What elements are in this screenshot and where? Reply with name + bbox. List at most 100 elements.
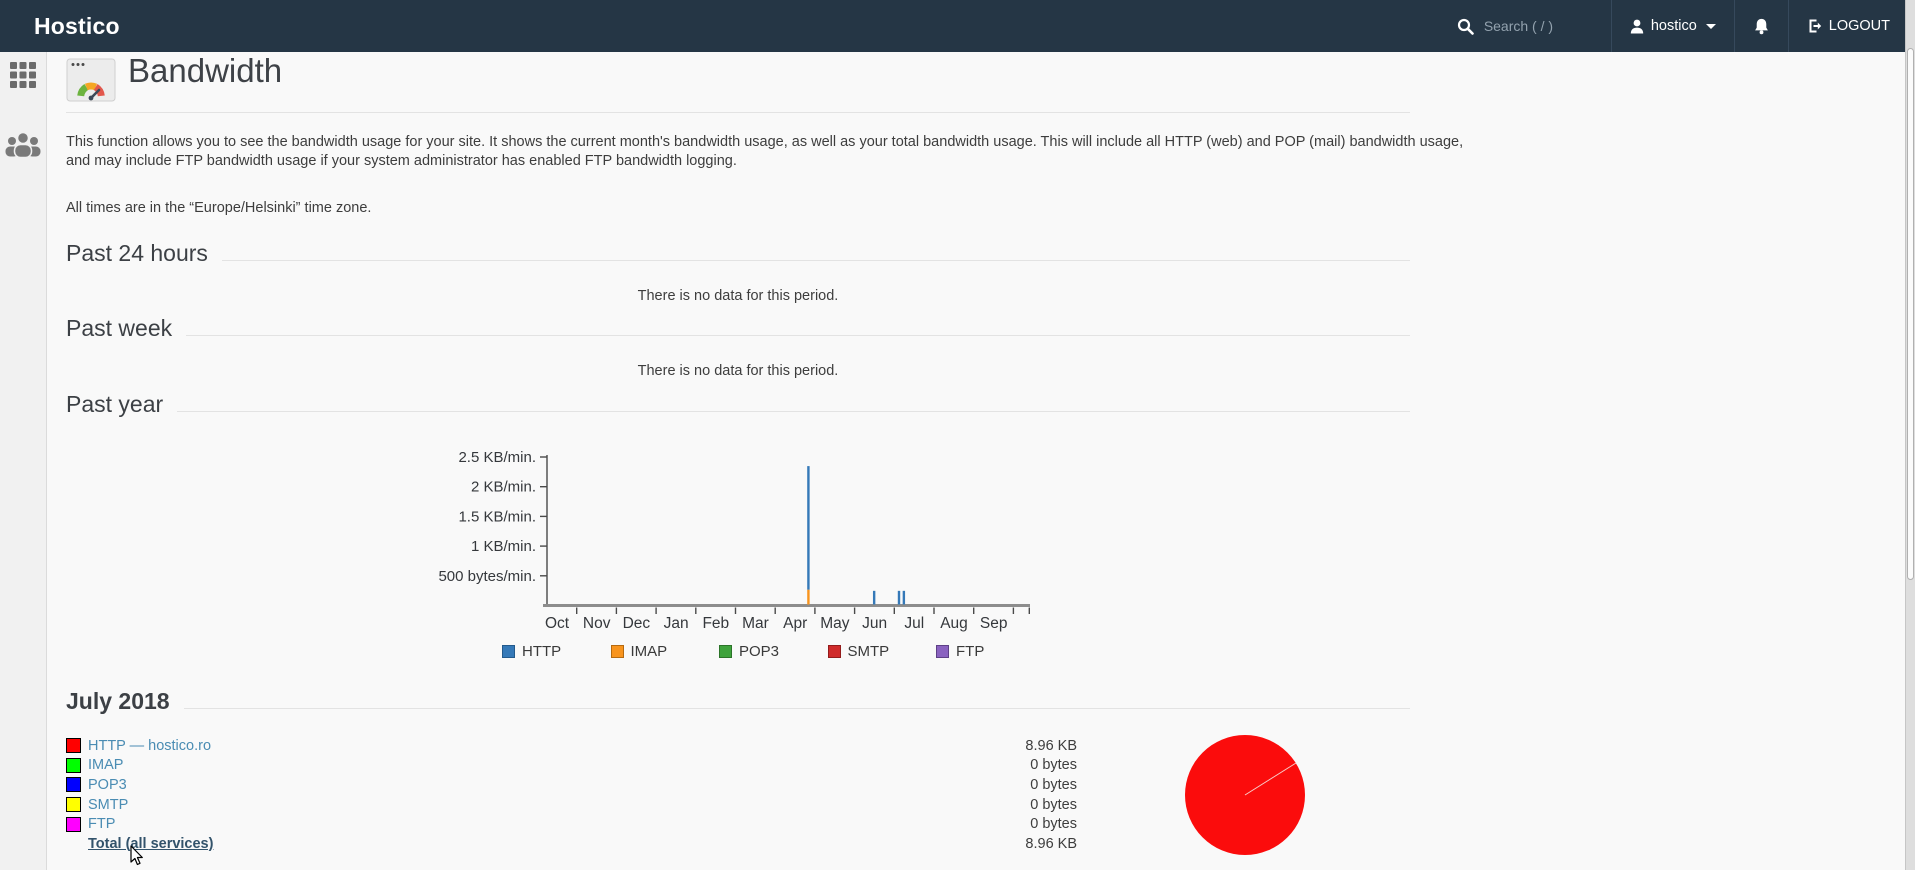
legend-label: FTP xyxy=(956,643,985,660)
chart-legend: HTTP IMAP POP3 SMTP FTP xyxy=(66,643,1045,660)
heading-rule xyxy=(177,411,1410,412)
service-link-smtp[interactable]: SMTP xyxy=(88,796,129,813)
svg-text:Jul: Jul xyxy=(904,615,924,632)
heading-rule xyxy=(183,708,1410,709)
service-value: 8.96 KB xyxy=(1025,737,1077,754)
legend-swatch-smtp xyxy=(827,645,841,658)
legend-item-smtp: SMTP xyxy=(827,643,937,660)
svg-text:2 KB/min.: 2 KB/min. xyxy=(471,479,536,496)
legend-swatch-imap xyxy=(610,645,624,658)
search-icon xyxy=(1457,18,1474,35)
service-swatch-ftp xyxy=(66,816,81,832)
bell-icon xyxy=(1754,18,1768,34)
section-heading-text: July 2018 xyxy=(66,688,170,714)
table-row-imap: IMAP 0 bytes xyxy=(66,756,1077,776)
sidebar-item-user-group[interactable] xyxy=(0,122,46,168)
apps-grid-icon xyxy=(10,62,36,88)
year-chart-svg: 2.5 KB/min. 2 KB/min. 1.5 KB/min. 1 KB/min.… xyxy=(438,449,1030,632)
legend-label: POP3 xyxy=(739,643,780,660)
service-swatch-http xyxy=(66,738,81,754)
section-heading-past-week: Past week xyxy=(66,315,1410,342)
legend-label: SMTP xyxy=(847,643,890,660)
svg-text:Jan: Jan xyxy=(664,615,689,632)
section-heading-text: Past 24 hours xyxy=(66,240,208,266)
heading-rule xyxy=(221,260,1410,261)
sidebar xyxy=(0,52,47,870)
svg-text:Mar: Mar xyxy=(742,615,769,632)
section-heading-text: Past year xyxy=(66,391,164,417)
empty-message-past-24-hours: There is no data for this period. xyxy=(637,288,839,304)
logout-label: LOGOUT xyxy=(1828,18,1890,34)
legend-item-ftp: FTP xyxy=(936,643,1045,660)
legend-item-http: HTTP xyxy=(502,643,611,660)
timezone-note: All times are in the “Europe/Helsinki” t… xyxy=(66,200,372,216)
heading-rule xyxy=(186,335,1410,336)
logout-icon xyxy=(1809,19,1821,33)
svg-text:Sep: Sep xyxy=(980,615,1008,632)
title-divider xyxy=(66,112,1410,113)
legend-label: IMAP xyxy=(630,643,668,660)
service-value: 0 bytes xyxy=(1030,776,1077,793)
past-year-bandwidth-chart: 2.5 KB/min. 2 KB/min. 1.5 KB/min. 1 KB/min.… xyxy=(66,440,1166,640)
bandwidth-feature-icon xyxy=(66,58,116,102)
service-swatch-smtp xyxy=(66,797,81,813)
topbar-right: Search ( / ) hostico LOGOUT xyxy=(1439,0,1908,52)
legend-swatch-ftp xyxy=(936,645,949,658)
sidebar-item-apps-grid[interactable] xyxy=(0,52,46,98)
service-swatch-pop3 xyxy=(66,777,81,793)
service-link-pop3[interactable]: POP3 xyxy=(88,776,127,793)
service-link-ftp[interactable]: FTP xyxy=(88,816,116,833)
table-row-ftp: FTP 0 bytes xyxy=(66,814,1077,834)
page-title: Bandwidth xyxy=(128,52,283,89)
service-link-http[interactable]: HTTP — hostico.ro xyxy=(88,737,212,754)
page-description: This function allows you to see the band… xyxy=(66,134,1464,169)
svg-text:500 bytes/min.: 500 bytes/min. xyxy=(438,568,536,585)
search-input[interactable]: Search ( / ) xyxy=(1439,0,1611,52)
topbar: Hostico Search ( / ) hostico xyxy=(0,0,1908,52)
user-icon xyxy=(1630,19,1644,33)
section-heading-text: Past week xyxy=(66,315,173,341)
logout-button[interactable]: LOGOUT xyxy=(1787,0,1908,52)
svg-text:Aug: Aug xyxy=(940,615,968,632)
svg-text:Oct: Oct xyxy=(545,615,570,632)
legend-item-imap: IMAP xyxy=(610,643,720,660)
service-value: 0 bytes xyxy=(1030,796,1077,813)
pie-slice-divider xyxy=(1244,762,1297,796)
svg-text:May: May xyxy=(820,615,850,632)
chevron-down-icon xyxy=(1705,23,1716,29)
section-heading-past-24-hours: Past 24 hours xyxy=(66,240,1410,267)
svg-text:Nov: Nov xyxy=(583,615,611,632)
table-row-smtp: SMTP 0 bytes xyxy=(66,795,1077,815)
legend-item-pop3: POP3 xyxy=(719,643,828,660)
empty-message-past-week: There is no data for this period. xyxy=(637,363,839,379)
legend-swatch-pop3 xyxy=(719,645,732,658)
svg-text:Jun: Jun xyxy=(862,615,887,632)
svg-text:1 KB/min.: 1 KB/min. xyxy=(471,538,536,555)
total-value: 8.96 KB xyxy=(1025,835,1077,852)
section-heading-july-2018: July 2018 xyxy=(66,688,1410,715)
legend-swatch-http xyxy=(502,645,515,658)
notifications-button[interactable] xyxy=(1733,0,1788,52)
table-row-http: HTTP — hostico.ro 8.96 KB xyxy=(66,736,1077,756)
service-value: 0 bytes xyxy=(1030,816,1077,833)
svg-text:Apr: Apr xyxy=(783,615,807,632)
scrollbar-thumb[interactable] xyxy=(1907,48,1914,580)
total-all-services-link[interactable]: Total (all services) xyxy=(88,835,214,852)
service-value: 0 bytes xyxy=(1030,757,1077,774)
svg-text:1.5 KB/min.: 1.5 KB/min. xyxy=(458,508,536,525)
legend-label: HTTP xyxy=(522,643,562,660)
user-group-icon xyxy=(5,131,41,159)
svg-text:Feb: Feb xyxy=(702,615,729,632)
mouse-cursor xyxy=(130,845,143,866)
svg-text:Dec: Dec xyxy=(623,615,651,632)
service-swatch-imap xyxy=(66,757,81,773)
month-usage-table: HTTP — hostico.ro 8.96 KB IMAP 0 bytes P… xyxy=(66,736,1077,854)
svg-text:2.5 KB/min.: 2.5 KB/min. xyxy=(458,449,536,466)
table-row-pop3: POP3 0 bytes xyxy=(66,775,1077,795)
table-row-total: Total (all services) 8.96 KB xyxy=(66,834,1077,854)
section-heading-past-year: Past year xyxy=(66,391,1410,418)
service-link-imap[interactable]: IMAP xyxy=(88,757,124,774)
brand-logo[interactable]: Hostico xyxy=(34,12,120,39)
search-placeholder: Search ( / ) xyxy=(1483,18,1554,34)
user-menu[interactable]: hostico xyxy=(1610,0,1734,52)
